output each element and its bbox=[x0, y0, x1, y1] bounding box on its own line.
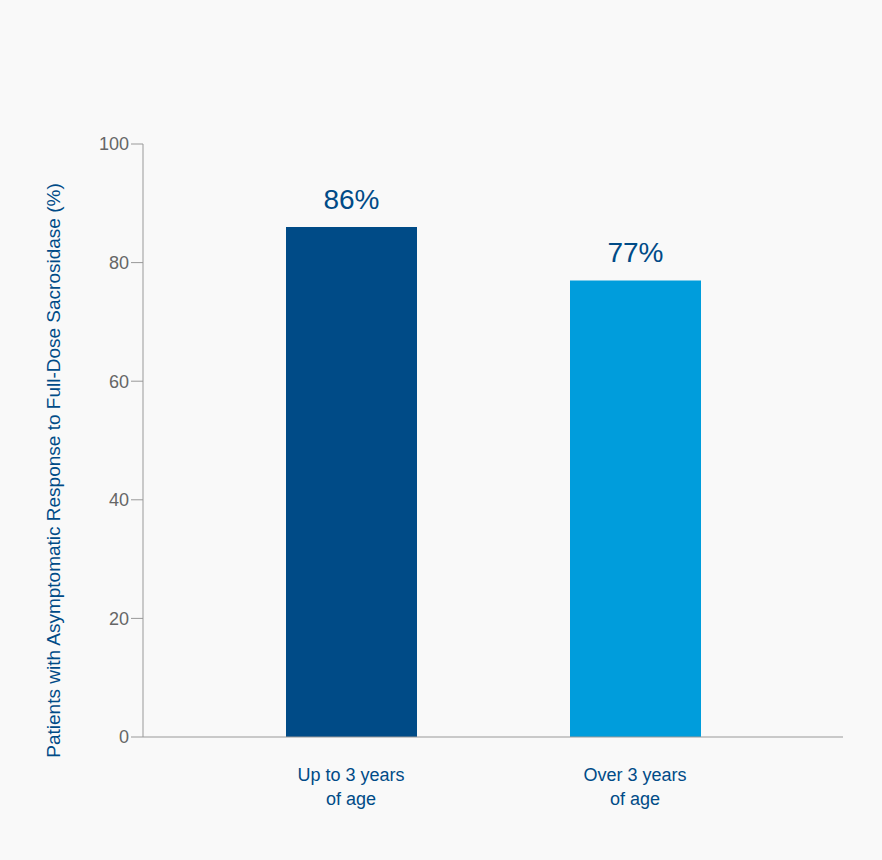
svg-text:100: 100 bbox=[99, 134, 129, 154]
svg-text:40: 40 bbox=[109, 490, 129, 510]
svg-text:0: 0 bbox=[119, 727, 129, 747]
svg-text:60: 60 bbox=[109, 372, 129, 392]
svg-text:Patients with Asymptomatic Res: Patients with Asymptomatic Response to F… bbox=[43, 183, 64, 757]
svg-text:86%: 86% bbox=[323, 184, 379, 215]
svg-text:Up to 3 yearsof age: Up to 3 yearsof age bbox=[297, 765, 404, 809]
svg-text:20: 20 bbox=[109, 609, 129, 629]
svg-text:Over 3 yearsof age: Over 3 yearsof age bbox=[583, 765, 686, 809]
svg-text:80: 80 bbox=[109, 253, 129, 273]
svg-text:77%: 77% bbox=[607, 237, 663, 268]
